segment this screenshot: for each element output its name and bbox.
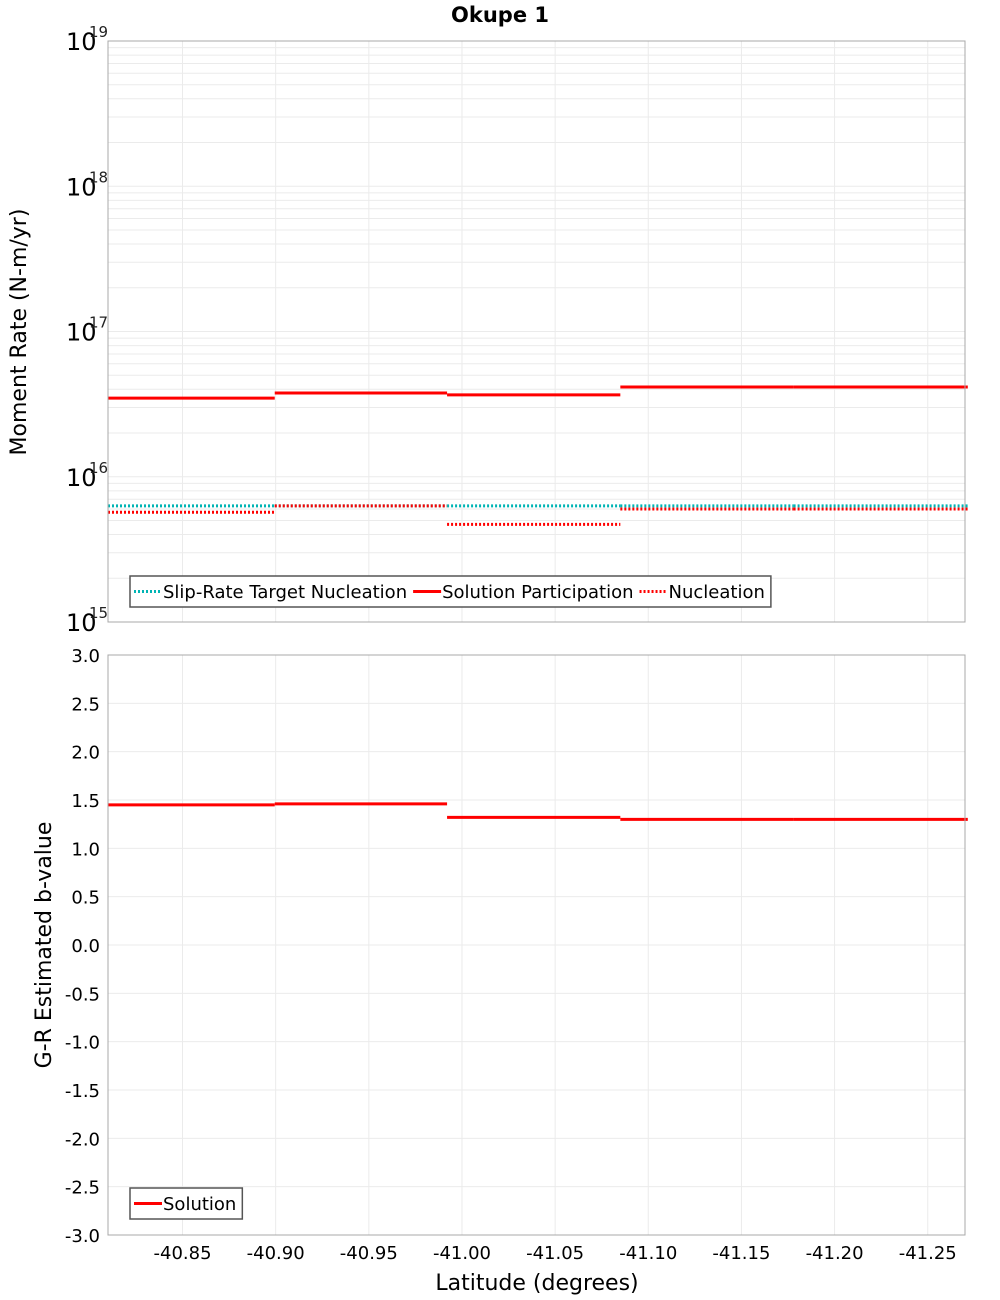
y-tick-label: 1.5 [71, 791, 100, 812]
moment-rate-series [108, 385, 968, 526]
x-tick-label: -40.90 [247, 1243, 305, 1264]
x-tick-label: -40.95 [340, 1243, 398, 1264]
legend-label: Slip-Rate Target Nucleation [163, 582, 407, 603]
x-tick-label: -41.00 [433, 1243, 491, 1264]
moment-rate-plot-frame [107, 40, 966, 623]
svg-text:10: 10 [66, 609, 97, 637]
b-value-plot: 3.0 2.5 2.0 1.5 1.0 0.5 0.0 -0.5 -1.0 -1.5 -2.0 -2.… [32, 646, 968, 1247]
y-tick-label: 2.5 [71, 694, 100, 715]
x-tick-label: -41.10 [619, 1243, 677, 1264]
b-value-y-ticks: 3.0 2.5 2.0 1.5 1.0 0.5 0.0 -0.5 -1.0 -1.5 -2.0 -2.… [65, 646, 100, 1247]
x-tick-label: -41.25 [899, 1243, 957, 1264]
svg-text:15: 15 [89, 604, 108, 622]
y-tick-label: -2.5 [65, 1178, 100, 1199]
y-tick-label: 0.0 [71, 936, 100, 957]
moment-rate-grid [108, 41, 965, 623]
svg-text:10: 10 [66, 28, 97, 56]
legend-label: Solution Participation [442, 582, 633, 603]
svg-text:10: 10 [66, 173, 97, 201]
y-tick-label: -1.0 [65, 1033, 100, 1054]
y-tick-label: -2.0 [65, 1129, 100, 1150]
svg-text:16: 16 [89, 459, 108, 477]
series-nucleation [108, 504, 968, 526]
legend-item: Solution Participation [413, 582, 634, 603]
svg-text:10: 10 [66, 319, 97, 347]
b-value-legend: Solution [129, 1187, 244, 1220]
chart-title: Okupe 1 [451, 3, 549, 27]
series-solution [108, 802, 968, 821]
y-tick-label: -3.0 [65, 1226, 100, 1247]
legend-label: Solution [163, 1194, 236, 1215]
b-value-y-axis-label: G-R Estimated b-value [32, 822, 57, 1069]
svg-text:10: 10 [66, 464, 97, 492]
b-value-grid [108, 654, 965, 1236]
svg-text:18: 18 [89, 168, 108, 186]
x-tick-label: -41.20 [806, 1243, 864, 1264]
series-solution-participation [108, 385, 968, 400]
y-tick-label: -1.5 [65, 1081, 100, 1102]
y-tick-label: 2.0 [71, 743, 100, 764]
svg-text:19: 19 [89, 23, 108, 41]
b-value-series [108, 802, 968, 821]
legend-item: Nucleation [639, 582, 765, 603]
svg-text:17: 17 [89, 314, 108, 332]
y-tick-label: 0.5 [71, 888, 100, 909]
x-tick-label: -41.15 [712, 1243, 770, 1264]
legend-box [129, 575, 772, 608]
b-value-plot-frame [107, 654, 966, 1236]
legend-item: Solution [134, 1194, 236, 1215]
moment-rate-legend: Slip-Rate Target Nucleation Solution Part… [129, 575, 772, 608]
y-tick-label: -0.5 [65, 984, 100, 1005]
legend-item: Slip-Rate Target Nucleation [134, 582, 407, 603]
x-tick-label: -41.05 [526, 1243, 584, 1264]
moment-rate-y-axis-label: Moment Rate (N-m/yr) [7, 209, 32, 456]
x-tick-label: -40.85 [154, 1243, 212, 1264]
legend-label: Nucleation [669, 582, 765, 603]
latitude-x-ticks: -40.85 -40.90 -40.95 -41.00 -41.05 -41.10 -41.… [154, 1243, 957, 1264]
latitude-x-axis-label: Latitude (degrees) [435, 1271, 638, 1296]
y-tick-label: 3.0 [71, 646, 100, 667]
y-tick-label: 1.0 [71, 839, 100, 860]
